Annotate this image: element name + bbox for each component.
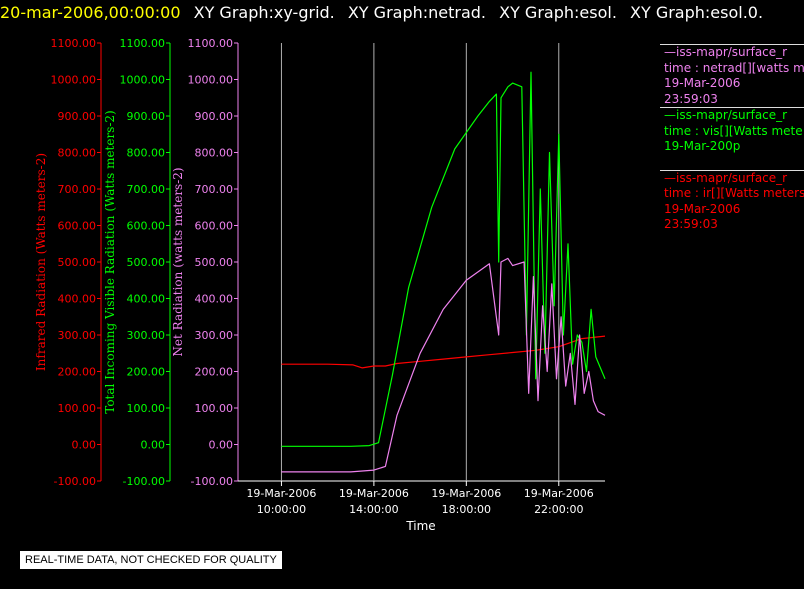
- y-axis-1-label: Total Incoming Visible Radiation (Watts …: [103, 110, 117, 414]
- y-axis-1-tick-label: 600.00: [127, 220, 166, 233]
- header-graph-4: XY Graph:esol.0.: [630, 3, 764, 22]
- x-tick-date-label: 19-Mar-2006: [339, 487, 409, 500]
- header-timestamp: 20-mar-2006,00:00:00: [0, 3, 181, 22]
- y-axis-1-tick-label: 700.00: [127, 183, 166, 196]
- net-radiation-series: [281, 257, 606, 473]
- y-axis-2-tick-label: 1000.00: [188, 74, 234, 87]
- y-axis-2-tick-label: 100.00: [195, 402, 234, 415]
- y-axis-0-tick-label: 200.00: [58, 366, 97, 379]
- y-axis-1-tick-label: 0.00: [141, 439, 166, 452]
- y-axis-1-tick-label: 1100.00: [120, 37, 166, 50]
- legend-netrad-source: —iss-mapr/surface_r: [664, 45, 788, 59]
- y-axis-1-tick-label: 800.00: [127, 147, 166, 160]
- y-axis-2-tick-label: 300.00: [195, 329, 234, 342]
- y-axis-2-tick-label: 800.00: [195, 147, 234, 160]
- y-axis-0-tick-label: 300.00: [58, 329, 97, 342]
- y-axis-0-tick-label: 500.00: [58, 256, 97, 269]
- x-tick-date-label: 19-Mar-2006: [246, 487, 316, 500]
- legend-ir-variable: time : ir[][Watts meters: [664, 186, 804, 200]
- y-axis-2-tick-label: 700.00: [195, 183, 234, 196]
- y-axis-1-tick-label: 1000.00: [120, 74, 166, 87]
- y-axis-0-tick-label: -100.00: [54, 475, 96, 488]
- visible-radiation-series: [281, 71, 606, 447]
- y-axis-0-tick-label: 400.00: [58, 293, 97, 306]
- legend-netrad-variable: time : netrad[][watts m: [664, 60, 804, 75]
- y-axis-0-tick-label: 700.00: [58, 183, 97, 196]
- legend-entry-ir: —iss-mapr/surface_r time : ir[][Watts me…: [660, 169, 804, 233]
- y-axis-0-tick-label: 800.00: [58, 147, 97, 160]
- legend-ir-date: 19-Mar-2006: [664, 201, 741, 216]
- legend-vis-source: —iss-mapr/surface_r: [664, 108, 788, 122]
- y-axis-1-tick-label: -100.00: [123, 475, 165, 488]
- y-axis-2-tick-label: 200.00: [195, 366, 234, 379]
- x-tick-date-label: 19-Mar-2006: [431, 487, 501, 500]
- header-graph-2: XY Graph:netrad.: [347, 3, 487, 22]
- legend-entry-vis: —iss-mapr/surface_r time : vis[][Watts m…: [660, 107, 804, 170]
- y-axis-2-tick-label: 400.00: [195, 293, 234, 306]
- x-tick-time-label: 10:00:00: [257, 503, 306, 516]
- legend-netrad-time: 23:59:03: [664, 91, 718, 106]
- y-axis-2-tick-label: 900.00: [195, 110, 234, 123]
- header-graph-3: XY Graph:esol.: [499, 3, 617, 22]
- y-axis-2-tick-label: 600.00: [195, 220, 234, 233]
- legend: —iss-mapr/surface_r time : netrad[][watt…: [660, 44, 804, 233]
- x-tick-date-label: 19-Mar-2006: [524, 487, 594, 500]
- quality-notice: REAL-TIME DATA, NOT CHECKED FOR QUALITY: [20, 551, 282, 569]
- y-axis-2-tick-label: -100.00: [191, 475, 233, 488]
- y-axis-0-tick-label: 100.00: [58, 402, 97, 415]
- x-axis-label: Time: [405, 519, 435, 533]
- y-axis-2-tick-label: 1100.00: [188, 37, 234, 50]
- header-graph-1: XY Graph:xy-grid.: [193, 3, 335, 22]
- y-axis-2-label: Net Radiation (watts meters-2): [171, 167, 185, 356]
- legend-netrad-date: 19-Mar-2006: [664, 76, 741, 90]
- legend-ir-time: 23:59:03: [664, 217, 718, 231]
- x-tick-time-label: 22:00:00: [534, 503, 583, 516]
- y-axis-1-tick-label: 200.00: [127, 366, 166, 379]
- y-axis-1-tick-label: 300.00: [127, 329, 166, 342]
- y-axis-0-tick-label: 1100.00: [51, 37, 97, 50]
- y-axis-1-tick-label: 500.00: [127, 256, 166, 269]
- y-axis-0-tick-label: 900.00: [58, 110, 97, 123]
- legend-vis-date: 19-Mar-200p: [664, 139, 741, 153]
- x-tick-time-label: 14:00:00: [349, 503, 398, 516]
- header-bar: 20-mar-2006,00:00:00 XY Graph:xy-grid. X…: [0, 0, 804, 26]
- x-tick-time-label: 18:00:00: [442, 503, 491, 516]
- infrared-radiation-series: [281, 335, 606, 369]
- y-axis-1-tick-label: 900.00: [127, 110, 166, 123]
- y-axis-2-tick-label: 500.00: [195, 256, 234, 269]
- y-axis-2-tick-label: 0.00: [209, 439, 234, 452]
- y-axis-0-tick-label: 600.00: [58, 220, 97, 233]
- y-axis-1-tick-label: 100.00: [127, 402, 166, 415]
- legend-vis-variable: time : vis[][Watts mete: [664, 123, 803, 138]
- y-axis-0-tick-label: 0.00: [72, 439, 97, 452]
- y-axis-0-tick-label: 1000.00: [51, 74, 97, 87]
- y-axis-1-tick-label: 400.00: [127, 293, 166, 306]
- y-axis-0-label: Infrared Radiation (Watts meters-2): [34, 153, 48, 371]
- legend-entry-netrad: —iss-mapr/surface_r time : netrad[][watt…: [660, 44, 804, 107]
- legend-ir-source: —iss-mapr/surface_r: [664, 170, 788, 185]
